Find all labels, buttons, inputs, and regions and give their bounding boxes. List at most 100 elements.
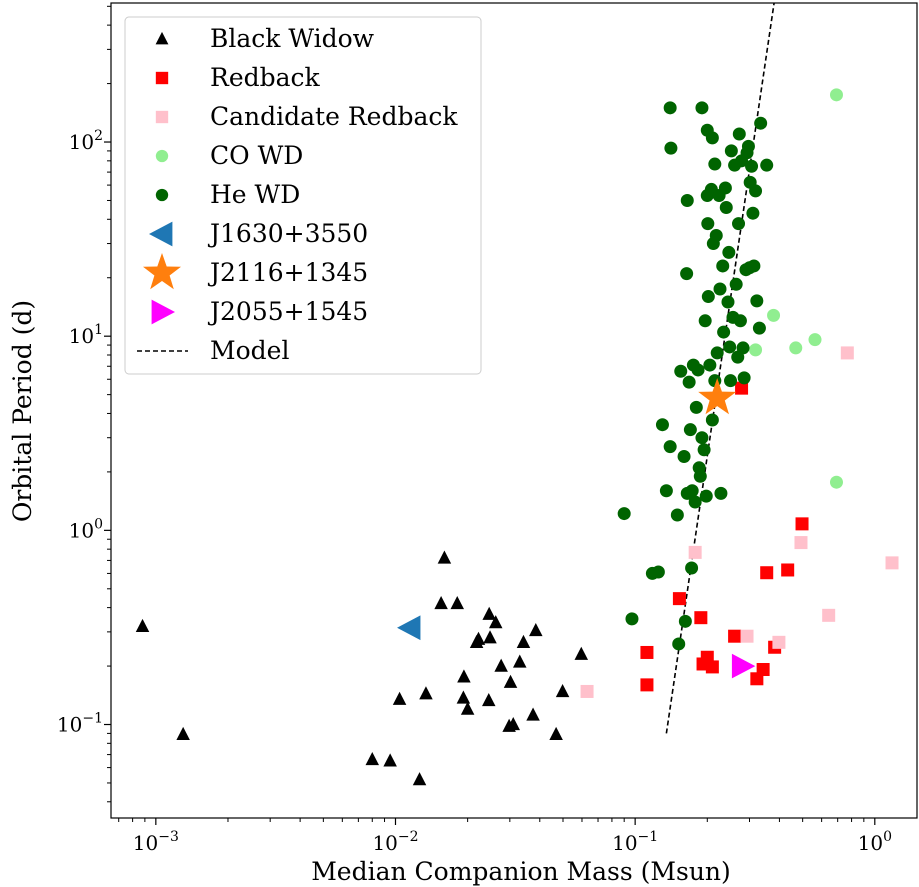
legend-item-j1630-3550: J1630+3550 [149, 219, 368, 248]
he-wd-point [691, 363, 705, 377]
black-widow-point [483, 630, 497, 644]
j2055-1545-point [731, 653, 756, 679]
redback-point [735, 381, 749, 395]
candidate-redback-point [740, 629, 754, 643]
redback-point [756, 663, 770, 677]
co-wd-point [767, 308, 781, 322]
he-wd-point [710, 346, 724, 360]
black-widow-point [506, 717, 520, 731]
x-tick-label: 10−2 [372, 829, 418, 855]
black-widow-point [513, 654, 527, 668]
redback-point [795, 517, 809, 531]
black-widow-point [176, 726, 190, 740]
y-tick-label: 10−1 [57, 711, 103, 737]
black-widow-point [471, 631, 486, 645]
he-wd-point [680, 193, 694, 207]
co-wd-point [808, 333, 822, 347]
he-wd-point [714, 486, 728, 500]
he-wd-point [674, 364, 688, 378]
marker-layer [135, 88, 899, 786]
black-widow-point [450, 596, 464, 610]
he-wd-point [708, 157, 722, 171]
black-widow-point [437, 550, 452, 564]
legend-item-j2055-1545: J2055+1545 [151, 297, 368, 326]
he-wd-point [672, 637, 686, 651]
he-wd-point [705, 413, 719, 427]
legend-marker [155, 31, 169, 45]
legend-item-black-widow: Black Widow [155, 24, 375, 53]
he-wd-point [750, 294, 764, 308]
he-wd-point [655, 418, 669, 432]
redback-point [728, 629, 742, 643]
he-wd-point [670, 508, 684, 522]
he-wd-point [746, 206, 760, 220]
black-widow-point [555, 683, 570, 698]
he-wd-point [698, 314, 712, 328]
black-widow-point [456, 690, 471, 704]
he-wd-point [659, 484, 673, 498]
legend-label: J1630+3550 [207, 219, 368, 248]
candidate-redback-point [688, 545, 702, 559]
legend-marker [151, 299, 175, 325]
legend-marker [155, 110, 169, 124]
legend-marker [155, 71, 169, 85]
black-widow-point [529, 622, 543, 637]
legend-item-j2116-1345: J2116+1345 [143, 253, 368, 290]
co-wd-point [829, 88, 843, 102]
candidate-redback-point [840, 346, 854, 360]
he-wd-point [749, 184, 763, 198]
legend-item-he-wd: He WD [155, 180, 300, 209]
legend-box [124, 16, 482, 375]
he-wd-point [663, 101, 677, 115]
redback-point [705, 660, 719, 674]
legend-item-candidate-redback: Candidate Redback [155, 102, 458, 131]
he-wd-point [709, 229, 723, 243]
he-wd-point [703, 358, 717, 372]
he-wd-point [729, 277, 743, 291]
black-widow-point [503, 674, 518, 688]
he-wd-point [722, 245, 736, 259]
black-widow-point [460, 701, 475, 715]
legend-label: CO WD [210, 141, 303, 170]
he-wd-point [685, 561, 699, 575]
j1630-3550-point [397, 615, 421, 641]
he-wd-point [651, 565, 665, 579]
plot-frame [110, 2, 918, 819]
he-wd-point [663, 440, 677, 454]
y-tick-label: 102 [69, 128, 103, 154]
he-wd-point [721, 295, 735, 309]
candidate-redback-point [772, 635, 786, 649]
he-wd-point [732, 217, 746, 231]
he-wd-point [719, 201, 733, 215]
black-widow-point [526, 707, 540, 721]
legend-label: J2116+1345 [207, 258, 368, 287]
y-tick-label: 101 [69, 322, 103, 348]
candidate-redback-point [822, 608, 836, 622]
he-wd-point [736, 341, 750, 355]
he-wd-point [724, 374, 738, 388]
legend-marker [143, 253, 181, 290]
black-widow-point [412, 772, 427, 786]
he-wd-point [713, 282, 727, 296]
he-wd-point [718, 181, 732, 195]
he-wd-point [699, 489, 713, 503]
co-wd-point [789, 341, 803, 355]
black-widow-point [482, 606, 496, 620]
legend-marker [149, 221, 173, 247]
redback-point [640, 678, 654, 692]
legend-label: Model [210, 336, 289, 365]
redback-point [760, 566, 774, 580]
he-wd-point [695, 101, 709, 115]
black-widow-point [488, 615, 503, 629]
he-wd-point [754, 116, 768, 130]
black-widow-point [494, 658, 508, 672]
he-wd-point [689, 400, 703, 414]
legend-item-redback: Redback [155, 63, 321, 92]
axis-ticks: 10−3 10−2 10−1 100 10−1 100 101 102 [57, 5, 892, 855]
redback-point [781, 563, 795, 577]
he-wd-point [733, 314, 747, 328]
redback-point [672, 592, 686, 606]
redback-point [694, 611, 708, 625]
co-wd-point [749, 343, 763, 357]
he-wd-point [732, 127, 746, 141]
